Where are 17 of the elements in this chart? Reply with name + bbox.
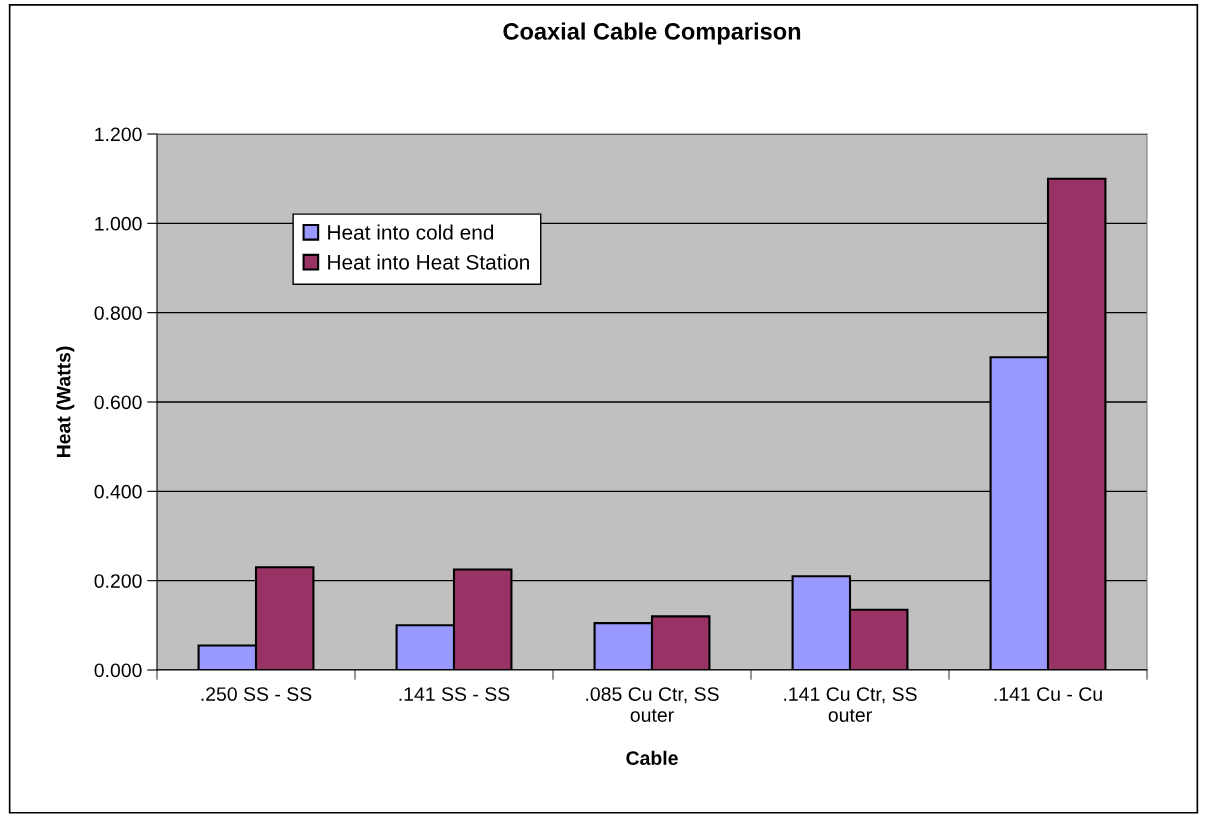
x-tick-label: .250 SS - SS bbox=[201, 687, 312, 701]
y-tick-label: 1.200 bbox=[95, 127, 142, 142]
x-axis-title: Cable bbox=[626, 750, 678, 766]
y-tick-label: 0.600 bbox=[94, 395, 142, 410]
chart-title: Coaxial Cable Comparison bbox=[503, 22, 801, 45]
x-tick-label: .141 Cu Ctr, SS outer bbox=[784, 687, 917, 722]
y-tick-label: 0.800 bbox=[94, 306, 142, 320]
legend-label: Heat into Heat Station bbox=[328, 254, 529, 270]
legend-label: Heat into cold end bbox=[328, 224, 494, 240]
x-tick-label: .085 Cu Ctr, SS outer bbox=[586, 687, 719, 722]
y-axis-title: Heat (Watts) bbox=[56, 346, 75, 458]
x-tick-label: .141 Cu - Cu bbox=[994, 687, 1102, 701]
y-tick-label: 1.000 bbox=[95, 216, 142, 231]
y-tick-label: 0.200 bbox=[94, 574, 142, 588]
y-tick-label: 0.000 bbox=[94, 663, 142, 678]
x-tick-label: .141 SS - SS bbox=[399, 687, 510, 701]
y-tick-label: 0.400 bbox=[94, 484, 142, 499]
